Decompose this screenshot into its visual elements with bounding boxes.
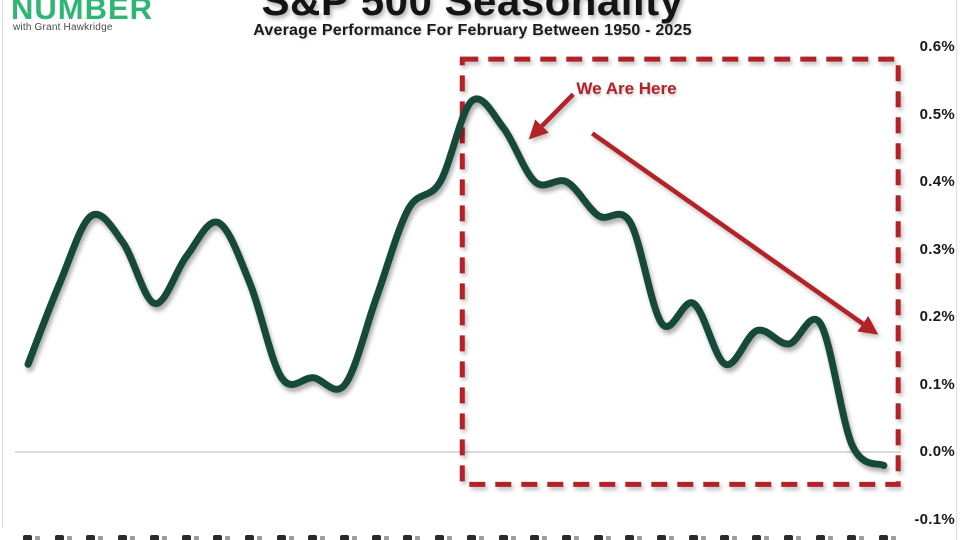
brand-tagline: with Grant Hawkridge	[13, 22, 113, 33]
chart-title: S&P 500 Seasonality	[261, 0, 684, 24]
y-axis-label: 0.6%	[919, 38, 955, 55]
x-axis-label-stub	[593, 535, 611, 540]
brand-logo-text: NUMBER	[11, 0, 154, 26]
x-axis-label-stub	[847, 535, 865, 540]
x-axis-label-stub	[86, 535, 104, 540]
x-axis-label-stub	[720, 535, 738, 540]
x-axis-label-stub	[118, 535, 136, 540]
x-axis-label-stub	[561, 535, 579, 540]
x-axis-label-stub	[625, 535, 643, 540]
x-axis-label-stub	[878, 535, 896, 540]
x-axis-label-stub	[54, 535, 72, 540]
x-axis-label-stub	[308, 535, 326, 540]
y-axis-label: 0.3%	[919, 241, 955, 258]
x-axis-label-stub	[213, 535, 231, 540]
chart-subtitle: Average Performance For February Between…	[253, 22, 692, 39]
y-axis-label: 0.0%	[919, 443, 955, 460]
highlight-dashed-box	[459, 56, 901, 487]
x-axis-label-stub	[149, 535, 167, 540]
x-axis-label-stub	[752, 535, 770, 540]
x-axis-label-stub	[435, 535, 453, 540]
x-axis-label-stub	[466, 535, 484, 540]
y-axis-label: 0.5%	[919, 106, 955, 123]
x-axis-label-stub	[340, 535, 357, 540]
y-axis-label: 0.2%	[919, 308, 955, 325]
y-axis-label: 0.1%	[919, 376, 955, 393]
we-are-here-arrow	[528, 92, 575, 140]
x-axis-label-stub	[181, 535, 199, 540]
x-axis-label-stub	[530, 535, 548, 540]
seasonality-curve	[24, 95, 888, 469]
y-axis-label: -0.1%	[914, 511, 955, 528]
x-axis-label-stub	[403, 535, 421, 540]
x-axis-label-stub	[23, 535, 40, 540]
x-axis-label-stub	[371, 535, 389, 540]
x-axis-label-stub	[244, 535, 262, 540]
downtrend-arrow	[590, 131, 879, 335]
x-axis-label-stub	[657, 535, 674, 540]
x-axis-label-stub	[276, 535, 294, 540]
x-axis-label-stub	[783, 535, 801, 540]
x-axis-label-stub	[815, 535, 833, 540]
x-axis-label-stub	[498, 535, 516, 540]
y-axis-label: 0.4%	[919, 173, 955, 190]
we-are-here-label: We Are Here	[576, 79, 677, 99]
x-axis-label-stub	[688, 535, 706, 540]
